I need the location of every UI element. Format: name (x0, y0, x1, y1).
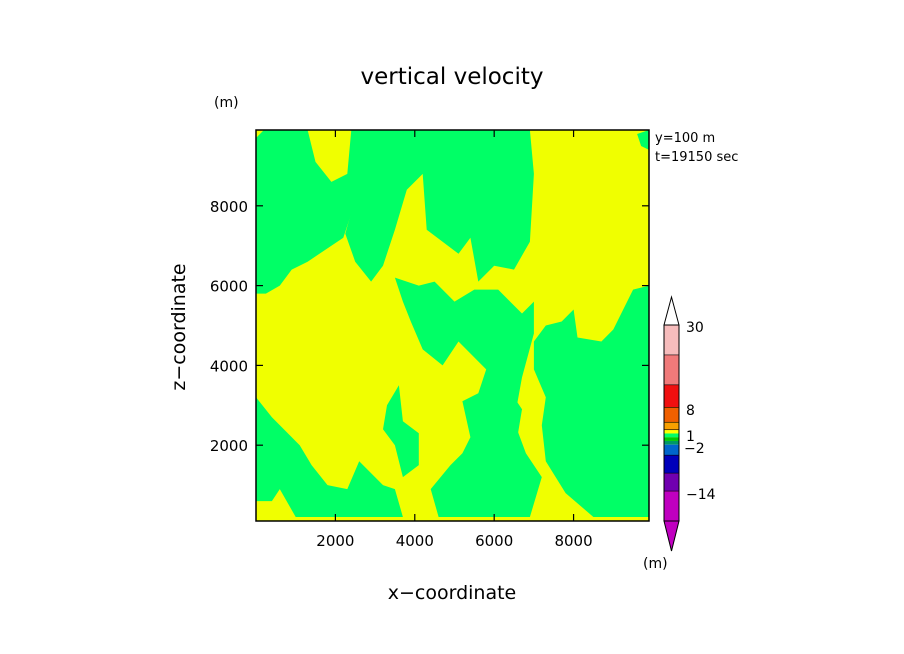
x-tick-label: 4000 (396, 532, 434, 550)
field-region-negative-2 (394, 277, 542, 517)
colorbar-bin (664, 384, 679, 408)
colorbar-label-1: 1 (686, 429, 695, 445)
colorbar-bin (664, 433, 679, 438)
y-tick-label: 6000 (210, 278, 248, 296)
y-tick-label: 2000 (210, 437, 248, 455)
plot-frame (255, 129, 650, 522)
colorbar-bin (664, 455, 679, 474)
colorbar-bin (664, 429, 679, 434)
annotation-time: t=19150 sec (655, 150, 738, 165)
colorbar-top-arrow (663, 295, 680, 326)
field-region-negative-5 (383, 385, 419, 478)
x-axis: 2000 4000 6000 8000 (316, 130, 593, 550)
colorbar-bin (664, 437, 679, 441)
field-region-negative-9 (502, 397, 522, 434)
colorbar-bin (664, 444, 679, 456)
y-axis-label: z−coordinate (168, 263, 190, 390)
x-tick-label: 2000 (316, 532, 354, 550)
colorbar-bin (664, 422, 679, 430)
colorbar-bottom-arrow (663, 520, 680, 552)
annotation-y-position: y=100 m (655, 131, 715, 146)
field-region-negative-10 (637, 130, 649, 150)
field-regions (256, 130, 649, 517)
field-region-negative-1 (345, 130, 534, 282)
colorbar-unit-label: (m) (643, 556, 668, 572)
chart-title: vertical velocity (361, 64, 544, 90)
colorbar-bin (664, 440, 679, 445)
colorbar-bin (664, 354, 679, 385)
colorbar-bin (664, 407, 679, 423)
y-tick-label: 8000 (210, 198, 248, 216)
colorbar (663, 295, 680, 552)
colorbar-label-minus2: −2 (684, 441, 705, 457)
field-region-negative-0 (256, 130, 380, 294)
y-unit-label: (m) (214, 95, 239, 111)
y-tick-label: 4000 (210, 357, 248, 375)
field-region-negative-4 (256, 397, 403, 517)
field-region-negative-8 (279, 189, 308, 218)
field-region-negative-3 (533, 285, 649, 517)
colorbar-bin (664, 491, 679, 521)
colorbar-label-minus14: −14 (686, 487, 716, 503)
colorbar-bin (664, 473, 679, 492)
colorbar-label-8: 8 (686, 403, 695, 419)
x-tick-label: 6000 (475, 532, 513, 550)
field-region-negative-7 (569, 377, 594, 438)
y-axis: 2000 4000 6000 8000 (210, 198, 649, 455)
x-tick-label: 8000 (554, 532, 592, 550)
x-axis-label: x−coordinate (388, 582, 517, 604)
colorbar-label-30: 30 (686, 320, 704, 336)
field-region-negative-6 (613, 337, 642, 402)
colorbar-bin (664, 325, 679, 355)
plot-area (255, 129, 650, 522)
